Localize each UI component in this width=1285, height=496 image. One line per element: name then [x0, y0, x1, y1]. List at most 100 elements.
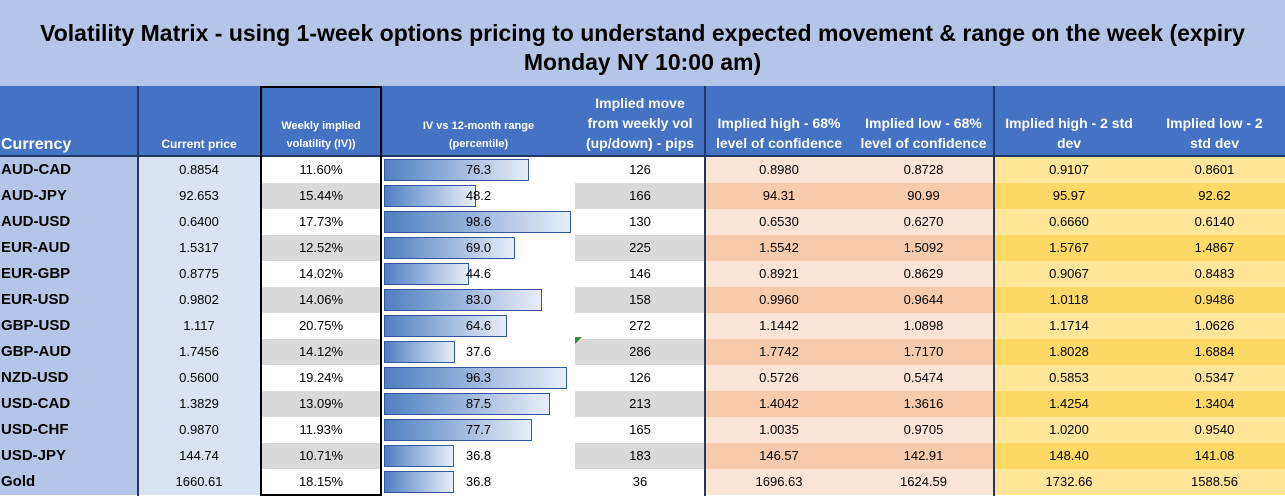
implied-high-68-cell: 0.8980 — [705, 157, 853, 183]
percentile-value: 83.0 — [465, 292, 492, 307]
currency-cell: GBP-USD — [0, 313, 138, 339]
implied-low-2std-cell: 0.6140 — [1144, 209, 1285, 235]
implied-high-68-cell: 1.4042 — [705, 391, 853, 417]
implied-low-68-cell: 0.5474 — [853, 365, 994, 391]
implied-low-68-cell: 1.7170 — [853, 339, 994, 365]
implied-high-2std-cell: 1.8028 — [994, 339, 1144, 365]
currency-cell: EUR-USD — [0, 287, 138, 313]
implied-low-2std-cell: 0.8483 — [1144, 261, 1285, 287]
implied-high-2std-cell: 1.1714 — [994, 313, 1144, 339]
table-row: EUR-AUD 1.5317 12.52% 69.0 225 1.5542 1.5092 1.… — [0, 235, 1285, 261]
price-cell: 0.8775 — [138, 261, 260, 287]
currency-cell: Gold — [0, 469, 138, 495]
implied-move-cell: 36 — [575, 469, 705, 495]
implied-low-68-cell: 0.6270 — [853, 209, 994, 235]
percentile-bar — [384, 367, 567, 389]
percentile-bar — [384, 445, 454, 467]
percentile-bar — [384, 419, 532, 441]
percentile-value: 64.6 — [465, 318, 492, 333]
price-cell: 1.7456 — [138, 339, 260, 365]
header-divider — [0, 155, 1285, 157]
currency-cell: USD-CAD — [0, 391, 138, 417]
percentile-bar — [384, 185, 476, 207]
implied-low-68-cell: 0.9705 — [853, 417, 994, 443]
currency-cell: AUD-USD — [0, 209, 138, 235]
currency-cell: NZD-USD — [0, 365, 138, 391]
header-implied-move: Implied move from weekly vol (up/down) -… — [575, 86, 705, 155]
iv-cell: 10.71% — [260, 443, 382, 469]
price-cell: 1.5317 — [138, 235, 260, 261]
title-line-2: Monday NY 10:00 am) — [523, 49, 762, 75]
currency-cell: AUD-JPY — [0, 183, 138, 209]
header-ih68-line2: level of confidence — [715, 135, 843, 151]
header-il68-line1: Implied low - 68% — [865, 115, 982, 131]
percentile-value: 36.8 — [465, 448, 492, 463]
percentile-value: 48.2 — [465, 188, 492, 203]
price-cell: 0.9802 — [138, 287, 260, 313]
implied-high-68-cell: 0.9960 — [705, 287, 853, 313]
table-row: GBP-AUD 1.7456 14.12% 37.6 286 1.7742 1.7170 1.… — [0, 339, 1285, 365]
header-implied-low-68: Implied low - 68% level of confidence — [853, 86, 994, 155]
implied-low-2std-cell: 0.9540 — [1144, 417, 1285, 443]
implied-high-68-cell: 146.57 — [705, 443, 853, 469]
implied-high-68-cell: 0.5726 — [705, 365, 853, 391]
iv-cell: 14.06% — [260, 287, 382, 313]
percentile-cell: 36.8 — [382, 469, 575, 495]
implied-low-68-cell: 90.99 — [853, 183, 994, 209]
implied-move-cell: 165 — [575, 417, 705, 443]
iv-cell: 11.60% — [260, 157, 382, 183]
implied-low-68-cell: 142.91 — [853, 443, 994, 469]
percentile-bar — [384, 341, 456, 363]
implied-move-cell: 166 — [575, 183, 705, 209]
currency-cell: USD-CHF — [0, 417, 138, 443]
percentile-value: 77.7 — [465, 422, 492, 437]
price-cell: 0.9870 — [138, 417, 260, 443]
implied-move-cell: 183 — [575, 443, 705, 469]
price-cell: 92.653 — [138, 183, 260, 209]
currency-cell: EUR-AUD — [0, 235, 138, 261]
implied-high-68-cell: 0.8921 — [705, 261, 853, 287]
implied-move-cell: 286 — [575, 339, 705, 365]
implied-high-68-cell: 1.0035 — [705, 417, 853, 443]
table-row: USD-JPY 144.74 10.71% 36.8 183 146.57 142.91 14… — [0, 443, 1285, 469]
implied-low-2std-cell: 0.5347 — [1144, 365, 1285, 391]
iv-cell: 14.02% — [260, 261, 382, 287]
header-il68-line2: level of confidence — [860, 135, 987, 151]
implied-high-2std-cell: 0.9067 — [994, 261, 1144, 287]
percentile-value: 87.5 — [465, 396, 492, 411]
price-cell: 0.8854 — [138, 157, 260, 183]
page-title: Volatility Matrix - using 1-week options… — [0, 0, 1285, 86]
implied-low-2std-cell: 141.08 — [1144, 443, 1285, 469]
implied-low-2std-cell: 1.0626 — [1144, 313, 1285, 339]
implied-high-68-cell: 94.31 — [705, 183, 853, 209]
percentile-value: 37.6 — [465, 344, 492, 359]
cell-comment-marker — [575, 337, 582, 344]
implied-move-cell: 126 — [575, 365, 705, 391]
percentile-cell: 96.3 — [382, 365, 575, 391]
header-currency-label: Currency — [1, 136, 72, 153]
header-price: Current price — [138, 86, 260, 155]
table-row: EUR-USD 0.9802 14.06% 83.0 158 0.9960 0.9644 1.… — [0, 287, 1285, 313]
percentile-bar — [384, 315, 507, 337]
header-percentile: IV vs 12-month range (percentile) — [382, 86, 575, 155]
implied-move-cell: 158 — [575, 287, 705, 313]
price-cell: 1.117 — [138, 313, 260, 339]
iv-cell: 13.09% — [260, 391, 382, 417]
currency-cell: AUD-CAD — [0, 157, 138, 183]
currency-cell: GBP-AUD — [0, 339, 138, 365]
implied-high-2std-cell: 1.0118 — [994, 287, 1144, 313]
iv-cell: 12.52% — [260, 235, 382, 261]
percentile-bar — [384, 393, 551, 415]
implied-high-2std-cell: 0.6660 — [994, 209, 1144, 235]
percentile-bar — [384, 263, 469, 285]
price-cell: 0.6400 — [138, 209, 260, 235]
percentile-value: 96.3 — [465, 370, 492, 385]
header-implied-low-2std: Implied low - 2 std dev — [1144, 86, 1285, 155]
header-iv-line1: Weekly implied — [281, 120, 361, 132]
implied-low-2std-cell: 1588.56 — [1144, 469, 1285, 495]
header-price-label: Current price — [161, 137, 237, 151]
percentile-cell: 48.2 — [382, 183, 575, 209]
currency-cell: USD-JPY — [0, 443, 138, 469]
implied-high-2std-cell: 0.5853 — [994, 365, 1144, 391]
price-cell: 0.5600 — [138, 365, 260, 391]
